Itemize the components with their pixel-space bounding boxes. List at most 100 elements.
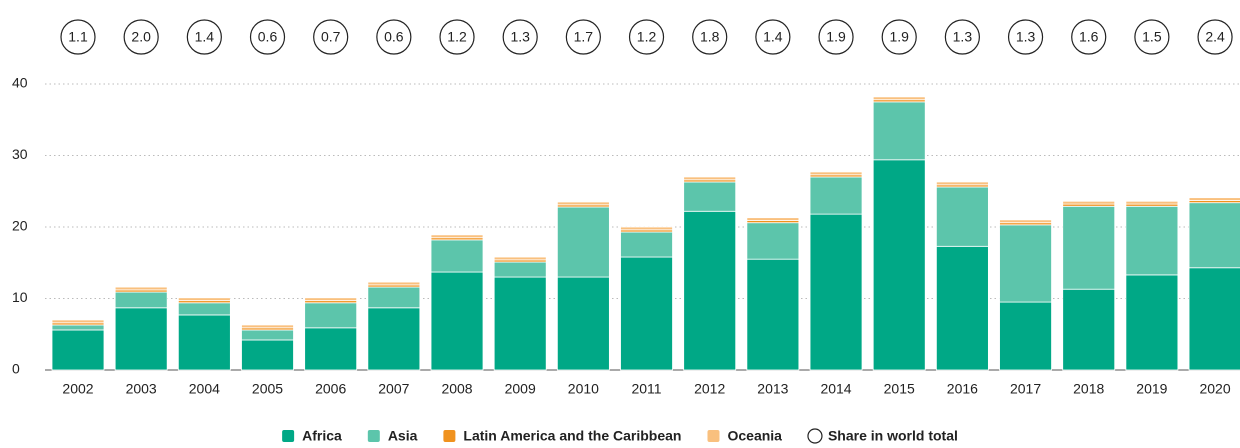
share-circle [692, 19, 728, 55]
bar-segment [809, 171, 863, 176]
share-circle [1071, 19, 1107, 55]
bar-segment [177, 302, 231, 316]
share-label: 2.4 [1205, 29, 1225, 45]
share-label: 1.4 [195, 29, 215, 45]
share-label: 0.6 [384, 29, 404, 45]
y-tick-label: 20 [12, 218, 28, 234]
share-label: 1.2 [637, 29, 657, 45]
bar-segment [430, 239, 484, 273]
share-badge: 1.4 [186, 19, 222, 55]
share-label: 0.6 [258, 29, 278, 45]
share-circle [1197, 19, 1233, 55]
x-tick-label: 2017 [1010, 381, 1041, 397]
bar-segment [999, 301, 1052, 371]
share-label: 1.4 [763, 29, 783, 45]
x-tick-label: 2016 [947, 381, 978, 397]
share-circle [123, 19, 159, 55]
x-tick-label: 2013 [757, 381, 788, 397]
bar-segment [1062, 288, 1116, 371]
bar-segment [304, 327, 358, 371]
share-circle [313, 19, 349, 55]
share-badge: 1.3 [502, 19, 538, 55]
bar-segment [809, 213, 863, 371]
share-badge: 1.2 [628, 19, 665, 55]
share-badge: 1.6 [1071, 19, 1107, 55]
bar-segment [241, 324, 294, 329]
share-label: 1.8 [700, 29, 720, 45]
bar-segment [683, 210, 737, 371]
share-badge: 2.0 [123, 19, 159, 55]
legend-swatch [707, 430, 720, 442]
bar-segment [177, 314, 231, 371]
share-circle [628, 19, 665, 55]
y-tick-label: 30 [12, 146, 28, 162]
bar-segment [935, 181, 989, 186]
bar-segment [367, 307, 421, 371]
bar-segment [177, 297, 231, 302]
bar-segment [556, 276, 610, 371]
bar-segment [872, 159, 926, 371]
y-tick-label: 10 [12, 289, 28, 305]
bar-segment [1062, 200, 1116, 205]
share-label: 1.1 [68, 29, 88, 45]
bar-segment [241, 329, 294, 341]
bar-segment [114, 307, 168, 371]
share-badge: 0.7 [313, 19, 349, 55]
bar-segment [1062, 205, 1116, 290]
bar-segment [620, 231, 673, 258]
bar-segment [1125, 205, 1179, 276]
x-tick-label: 2007 [378, 381, 409, 397]
share-circle [1134, 19, 1170, 55]
share-badge: 0.6 [249, 19, 286, 55]
x-tick-label: 2005 [252, 381, 283, 397]
bar-segment [493, 261, 547, 278]
share-label: 1.9 [826, 29, 846, 45]
bar-segment [746, 258, 800, 371]
bar-segment [620, 256, 673, 371]
bar-segment [114, 286, 168, 291]
x-tick-label: 2015 [884, 381, 915, 397]
bar-segment [683, 176, 737, 181]
bar-segment [1125, 200, 1179, 205]
bar-segment [493, 256, 547, 261]
share-badge: 1.1 [60, 19, 96, 55]
share-circle [944, 19, 980, 55]
bar-segment [367, 281, 421, 286]
share-circle [439, 19, 475, 55]
share-label: 0.7 [321, 29, 341, 45]
share-label: 1.6 [1079, 29, 1099, 45]
bar-segment [430, 271, 484, 371]
y-tick-label: 0 [12, 361, 20, 377]
x-tick-label: 2019 [1136, 381, 1167, 397]
bar-segment [999, 219, 1052, 224]
share-label: 2.0 [131, 29, 151, 45]
bar-segment [367, 286, 421, 309]
x-tick-label: 2014 [820, 381, 851, 397]
x-tick-label: 2009 [505, 381, 536, 397]
y-tick-label: 40 [12, 75, 28, 91]
bar-segment [620, 226, 673, 231]
bar-segment [746, 222, 800, 260]
bar-segment [556, 201, 610, 206]
bar-segment [51, 329, 105, 371]
bar-segment [1188, 267, 1240, 371]
legend-label: Asia [388, 428, 418, 444]
bar-segment [1188, 202, 1240, 269]
x-tick-label: 2020 [1199, 381, 1230, 397]
bar-segment [430, 234, 484, 239]
x-tick-label: 2008 [441, 381, 472, 397]
share-badge: 1.7 [565, 19, 601, 55]
bar-segment [493, 276, 547, 371]
x-tick-label: 2002 [62, 381, 93, 397]
bar-segment [556, 206, 610, 278]
legend-label: Africa [302, 428, 342, 444]
share-label: 1.5 [1142, 29, 1162, 45]
bar-segment [999, 224, 1052, 303]
bar-segment [935, 186, 989, 247]
legend: Africa Asia Latin America and the Caribbea… [282, 428, 958, 444]
bar-segment [51, 319, 105, 324]
legend-label: Oceania [727, 428, 782, 444]
bar-segment [304, 302, 358, 329]
share-badge: 1.8 [692, 19, 728, 55]
